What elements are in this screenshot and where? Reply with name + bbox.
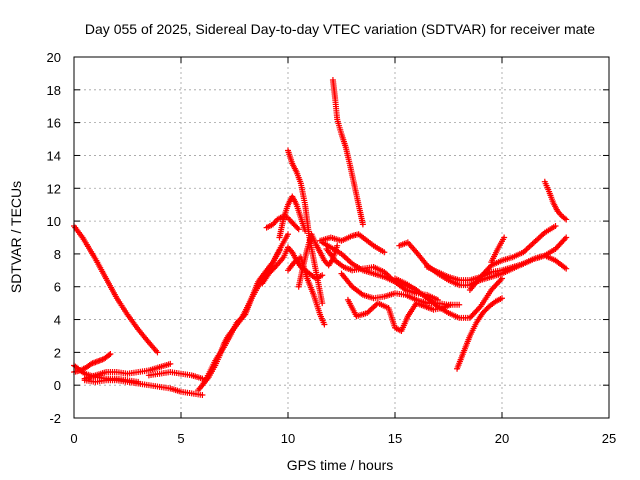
x-tick-label: 0 <box>70 431 77 446</box>
series-arc-8 <box>199 231 291 389</box>
series-arc-24 <box>454 295 505 372</box>
data-point <box>199 392 206 399</box>
series-arc-13 <box>285 254 328 328</box>
data-point <box>499 295 505 302</box>
series-arc-18 <box>329 76 366 228</box>
data-point <box>563 234 570 241</box>
series-arc-11 <box>276 193 309 241</box>
x-tick-label: 5 <box>177 431 184 446</box>
y-tick-label: 18 <box>47 83 61 98</box>
data-point <box>563 216 570 223</box>
data-point <box>107 351 114 358</box>
data-point <box>167 360 174 367</box>
series-arc-26 <box>488 234 508 266</box>
series-arc-4 <box>81 360 174 382</box>
y-tick-label: 12 <box>47 181 61 196</box>
x-tick-label: 20 <box>495 431 509 446</box>
y-axis-label: SDTVAR / TECUs <box>8 181 24 293</box>
y-tick-label: 6 <box>54 280 61 295</box>
data-point <box>154 349 161 356</box>
data-point <box>319 300 326 307</box>
data-point <box>319 272 326 279</box>
x-tick-label: 10 <box>281 431 295 446</box>
data-point <box>381 249 388 256</box>
y-tick-label: 2 <box>54 345 61 360</box>
data-point <box>456 301 463 308</box>
data-point <box>270 265 277 272</box>
axis-ticks: 0 5 10 15 20 25 -2 0 2 4 6 8 10 12 14 16 18 20 <box>47 50 617 446</box>
plot-frame <box>73 56 610 419</box>
data-point <box>501 234 508 241</box>
chart-title: Day 055 of 2025, Sidereal Day-to-day VTE… <box>85 21 595 37</box>
data-point <box>563 265 570 272</box>
x-axis-label: GPS time / hours <box>287 457 394 473</box>
data-point <box>334 242 341 249</box>
data-point <box>285 231 291 238</box>
series-arc-25 <box>466 223 559 294</box>
x-tick-label: 15 <box>388 431 402 446</box>
series-arc-17 <box>323 245 441 303</box>
data-point <box>294 224 301 231</box>
y-tick-label: 0 <box>54 378 61 393</box>
y-tick-label: 20 <box>47 50 61 65</box>
y-tick-label: 8 <box>54 247 61 262</box>
series-arc-27 <box>541 178 570 223</box>
data-point <box>447 301 454 308</box>
y-tick-label: -2 <box>49 411 61 426</box>
y-tick-label: 14 <box>47 148 61 163</box>
data-point <box>321 321 328 328</box>
series-arc-5 <box>81 377 206 399</box>
x-tick-label: 25 <box>602 431 616 446</box>
series-arc-15 <box>317 231 388 256</box>
data-point <box>295 226 302 233</box>
series-arc-9 <box>259 244 326 287</box>
y-tick-label: 4 <box>54 313 61 328</box>
y-tick-label: 16 <box>47 116 61 131</box>
data-point <box>106 351 113 358</box>
series-arc-23 <box>424 252 570 284</box>
series-arc-21 <box>392 275 505 321</box>
data-point <box>552 223 559 230</box>
series-arc-6 <box>145 369 206 382</box>
data-traces <box>71 76 570 399</box>
y-tick-label: 10 <box>47 214 61 229</box>
data-point <box>359 221 366 228</box>
